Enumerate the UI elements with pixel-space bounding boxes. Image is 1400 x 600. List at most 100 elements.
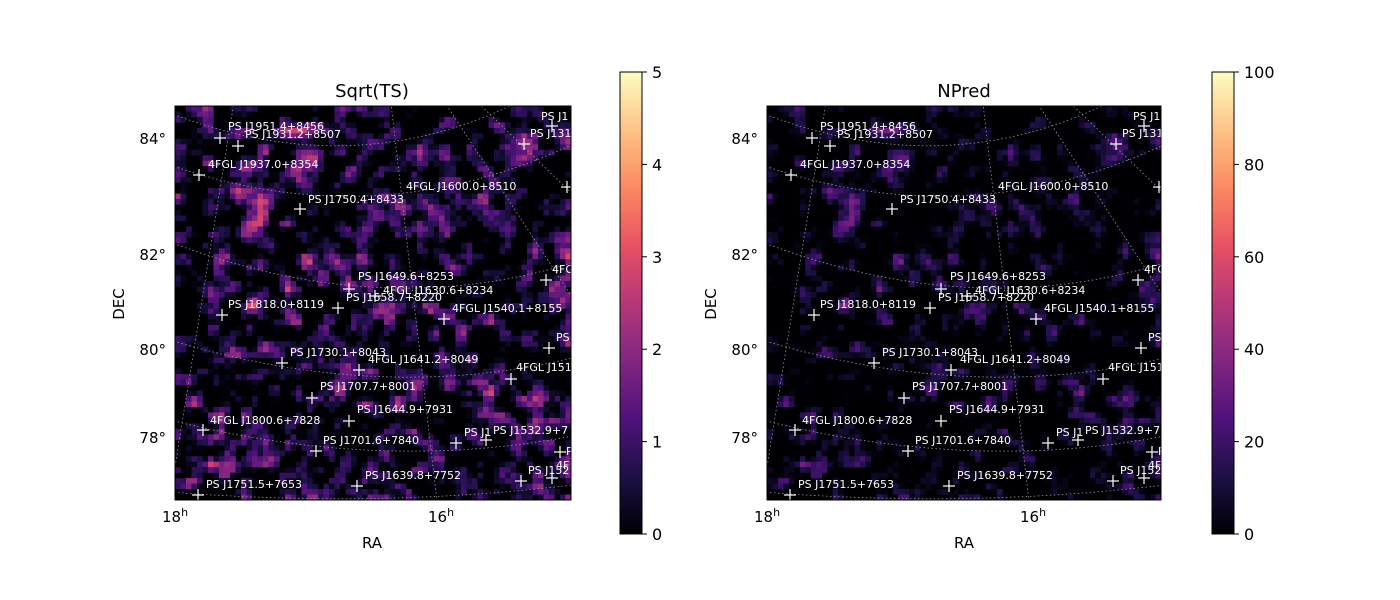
heatmap-cell xyxy=(461,259,467,265)
heatmap-cell xyxy=(494,472,500,479)
heatmap-cell xyxy=(947,281,954,287)
heatmap-cell xyxy=(257,199,264,205)
heatmap-cell xyxy=(870,177,877,183)
heatmap-cell xyxy=(560,313,566,320)
heatmap-cell xyxy=(505,368,511,375)
heatmap-cell xyxy=(290,292,297,298)
heatmap-cell xyxy=(488,116,495,123)
heatmap-cell xyxy=(560,406,566,413)
heatmap-cell xyxy=(1051,472,1058,479)
heatmap-cell xyxy=(1089,319,1096,326)
heatmap-cell xyxy=(241,215,247,222)
heatmap-cell xyxy=(1007,149,1014,156)
heatmap-cell xyxy=(914,445,921,452)
heatmap-cell xyxy=(909,275,916,282)
heatmap-cell xyxy=(958,259,965,265)
heatmap-cell xyxy=(263,270,269,276)
heatmap-cell xyxy=(450,188,456,194)
heatmap-cell xyxy=(219,434,225,441)
heatmap-cell xyxy=(1062,193,1069,200)
heatmap-cell xyxy=(274,357,280,364)
heatmap-cell xyxy=(395,401,401,408)
heatmap-cell xyxy=(920,264,926,271)
heatmap-cell xyxy=(488,182,495,189)
heatmap-cell xyxy=(887,155,894,162)
heatmap-cell xyxy=(549,412,555,419)
heatmap-cell xyxy=(1122,138,1129,145)
heatmap-cell xyxy=(301,231,308,238)
heatmap-cell xyxy=(274,467,280,473)
heatmap-cell xyxy=(323,335,330,342)
heatmap-cell xyxy=(560,346,566,353)
heatmap-cell xyxy=(334,127,341,134)
heatmap-cell xyxy=(1117,275,1123,282)
grid-line xyxy=(175,484,571,500)
heatmap-cell xyxy=(1067,434,1074,441)
heatmap-cell xyxy=(974,308,981,315)
heatmap-cell xyxy=(378,133,385,140)
heatmap-cell xyxy=(832,352,839,359)
heatmap-cell xyxy=(772,171,779,178)
heatmap-cell xyxy=(1046,270,1052,276)
heatmap-cell xyxy=(543,406,550,413)
heatmap-cell xyxy=(821,127,828,134)
y-tick-label: 80° xyxy=(731,341,758,359)
heatmap-cell xyxy=(213,428,220,435)
heatmap-cell xyxy=(532,231,539,238)
heatmap-cell xyxy=(794,242,801,249)
heatmap-cell xyxy=(307,281,313,287)
heatmap-cell xyxy=(428,133,434,140)
heatmap-cell xyxy=(1089,467,1096,473)
heatmap-cell xyxy=(936,352,943,359)
svg-text:18h: 18h xyxy=(162,506,188,526)
heatmap-cell xyxy=(186,456,192,462)
heatmap-cell xyxy=(985,275,992,282)
heatmap-cell xyxy=(1122,133,1129,140)
heatmap-cell xyxy=(1013,231,1020,238)
heatmap-cell xyxy=(920,138,926,145)
heatmap-cell xyxy=(996,231,1003,238)
heatmap-cell xyxy=(455,390,462,397)
heatmap-cell xyxy=(1084,363,1091,369)
heatmap-cell xyxy=(931,122,937,129)
heatmap-cell xyxy=(969,456,976,462)
heatmap-cell xyxy=(788,396,795,402)
heatmap-cell xyxy=(1144,417,1151,424)
heatmap-cell xyxy=(1095,155,1102,162)
heatmap-cell xyxy=(1073,406,1080,413)
heatmap-cell xyxy=(838,160,844,167)
heatmap-cell xyxy=(777,396,784,402)
heatmap-cell xyxy=(854,220,861,227)
heatmap-cell xyxy=(860,204,866,211)
heatmap-cell xyxy=(810,281,817,287)
heatmap-cell xyxy=(876,133,883,140)
heatmap-cell xyxy=(329,478,335,484)
heatmap-cell xyxy=(931,226,937,233)
heatmap-cell xyxy=(406,324,412,331)
heatmap-cell xyxy=(186,450,192,457)
heatmap-cell xyxy=(821,330,828,337)
heatmap-cell xyxy=(532,106,539,112)
heatmap-cell xyxy=(1117,401,1123,408)
heatmap-cell xyxy=(389,428,396,435)
heatmap-cell xyxy=(1128,467,1134,473)
heatmap-cell xyxy=(1106,483,1113,490)
heatmap-cell xyxy=(213,374,220,380)
heatmap-cell xyxy=(230,133,236,140)
heatmap-cell xyxy=(433,461,440,468)
heatmap-cell xyxy=(1117,270,1123,276)
heatmap-cell xyxy=(1117,406,1123,413)
heatmap-cell xyxy=(241,188,247,194)
heatmap-cell xyxy=(1024,303,1030,309)
heatmap-cell xyxy=(439,385,445,391)
heatmap-cell xyxy=(516,106,522,112)
heatmap-cell xyxy=(942,324,948,331)
heatmap-cell xyxy=(898,439,905,446)
heatmap-cell xyxy=(1013,220,1020,227)
heatmap-cell xyxy=(849,450,855,457)
heatmap-cell xyxy=(1084,489,1091,495)
heatmap-cell xyxy=(521,494,528,500)
heatmap-cell xyxy=(224,450,231,457)
heatmap-cell xyxy=(1078,423,1085,430)
heatmap-cell xyxy=(1095,417,1102,424)
